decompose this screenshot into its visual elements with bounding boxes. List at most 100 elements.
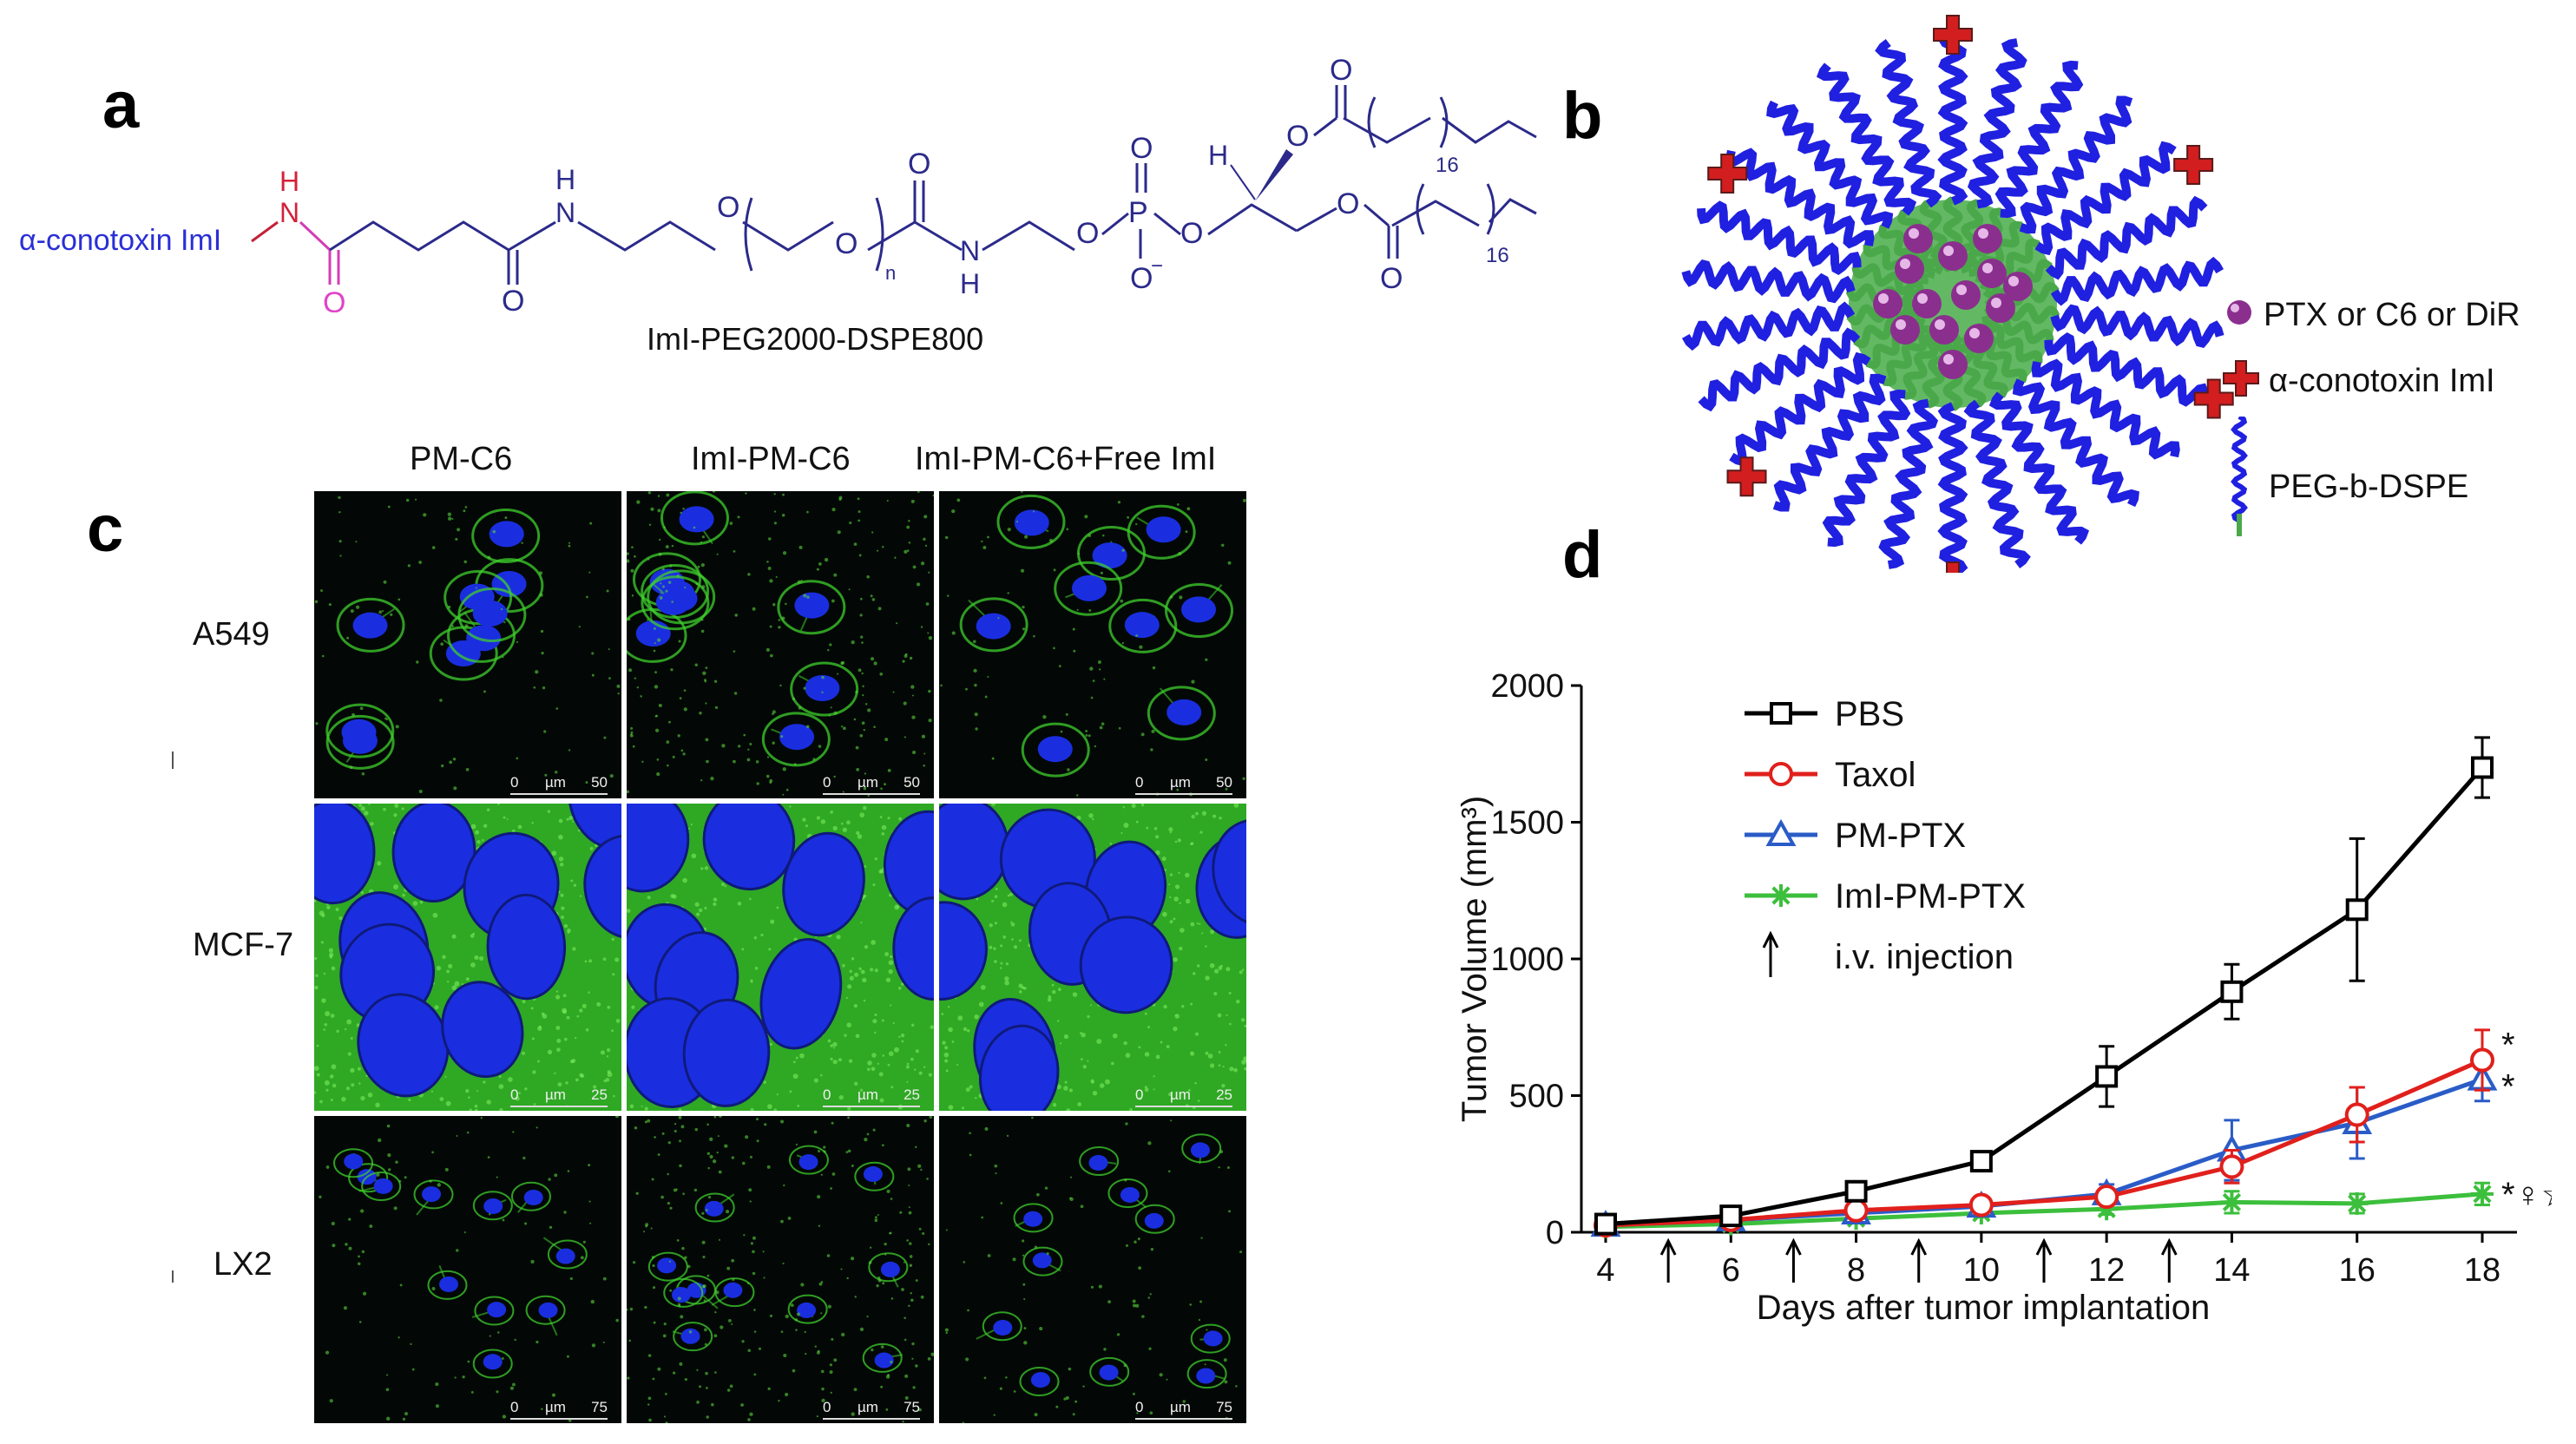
scale-bar: 0 µm 25	[510, 1086, 608, 1107]
atom-o5: O	[908, 148, 930, 180]
column-label-pm-c6: PM-C6	[410, 441, 513, 477]
atom-p: P	[1128, 196, 1148, 229]
atom-o1: O	[323, 286, 345, 312]
legend-label: PBS	[1835, 695, 1904, 733]
scale-bar-line	[510, 1418, 608, 1420]
micrograph-mcf7-2	[627, 804, 934, 1111]
drug-sphere	[1895, 254, 1924, 284]
dspe-tail	[1902, 330, 1939, 400]
data-point	[2471, 1182, 2494, 1205]
dspe-tail	[1883, 325, 1931, 387]
x-tick-label: 4	[1596, 1252, 1614, 1289]
drug-sphere	[1951, 280, 1981, 310]
atom-o4: O	[835, 227, 858, 260]
x-tick-label: 10	[1963, 1252, 2000, 1289]
data-point	[1844, 1179, 1868, 1203]
data-point	[2094, 1185, 2119, 1210]
scale-bar: 0 µm 25	[1135, 1086, 1232, 1107]
data-point	[1968, 1192, 1994, 1218]
significance-marker: *	[2501, 1027, 2515, 1065]
significance-marker: *	[2501, 1068, 2515, 1106]
scale-bar-label: µm	[858, 1086, 878, 1103]
data-point	[1843, 1198, 1869, 1223]
column-label-imi-pm-c6-free-imi: ImI-PM-C6+Free ImI	[915, 441, 1217, 477]
peg-chain	[1937, 30, 1968, 206]
scale-bar-label: µm	[1170, 1399, 1191, 1415]
peg-chain	[2019, 95, 2133, 234]
peg-chain	[1729, 351, 1871, 467]
data-point	[2219, 1154, 2244, 1179]
y-tick-label: 1500	[1490, 805, 1564, 842]
legend-injection: i.v. injection	[1762, 930, 2014, 977]
scale-bar: 0 µm 75	[823, 1399, 920, 1420]
svg-text:−: −	[1151, 254, 1163, 278]
series-line	[1605, 1058, 2484, 1228]
peg-chain	[1963, 399, 2031, 568]
legend-b: PTX or C6 or DiR α-conotoxin ImI PEG-b-D…	[2222, 286, 2569, 547]
scale-bar-label: µm	[858, 1399, 878, 1415]
atom-o8: O	[1130, 262, 1153, 295]
drug-sphere	[1890, 315, 1920, 345]
atom-n3: N	[960, 235, 980, 266]
atom-h4: H	[1208, 140, 1228, 171]
drug-sphere	[1873, 289, 1902, 318]
scale-bar-line	[1135, 793, 1232, 795]
scale-bar-label: 0	[510, 1399, 519, 1415]
scale-bar-label: 0	[1135, 774, 1144, 791]
compound-name: ImI-PEG2000-DSPE800	[647, 321, 984, 357]
x-tick-label: 12	[2088, 1252, 2125, 1289]
scale-bar-label: 0	[510, 774, 519, 791]
scale-bar-label: 50	[591, 774, 608, 791]
legend-label: i.v. injection	[1835, 938, 2014, 976]
data-point	[2220, 980, 2244, 1003]
scale-bar-label: 0	[1135, 1086, 1144, 1103]
scale-bar-label: µm	[545, 1399, 566, 1415]
atom-n2: N	[555, 197, 575, 228]
injection-arrow	[2160, 1237, 2178, 1283]
panel-d-letter: d	[1562, 518, 1603, 592]
legend-label-polymer: PEG-b-DSPE	[2269, 469, 2469, 505]
scale-bar-label: 25	[904, 1086, 920, 1103]
subscript-16-a: 16	[1436, 154, 1459, 177]
peg-chain	[1725, 148, 1875, 249]
scale-bar-label: 0	[1135, 1399, 1144, 1415]
data-point	[2470, 1047, 2494, 1073]
ligand-cross	[1726, 456, 1767, 497]
scale-bar-label: 25	[591, 1086, 608, 1103]
dspe-tail	[1851, 263, 1925, 295]
tumor-growth-chart: 0 500 1000 1500 2000 4 6 8 10 12 14 16 18 Days after …	[1456, 668, 2552, 1327]
drug-sphere	[1973, 224, 2002, 253]
scale-bar-line	[823, 793, 920, 795]
ligand-cross	[1933, 15, 1973, 55]
drug-sphere	[1903, 224, 1933, 253]
peg-chain	[1875, 39, 1942, 208]
atom-o13: O	[1380, 262, 1403, 295]
micrograph-mcf7-3	[939, 804, 1246, 1111]
scale-bar: 0 µm 50	[1135, 774, 1232, 795]
data-point	[2344, 1102, 2369, 1127]
legend-entry: ImI-PM-PTX	[1745, 877, 2026, 916]
scale-bar-label: µm	[545, 774, 566, 791]
atom-o11: O	[1330, 54, 1352, 87]
x-tick-label: 16	[2339, 1252, 2376, 1289]
panel-a-letter: a	[102, 69, 140, 142]
atom-h3: H	[960, 268, 980, 299]
injection-arrow	[1910, 1237, 1928, 1283]
peg-chain	[1698, 327, 1861, 412]
peg-chain	[2044, 332, 2209, 407]
scale-bar-label: 50	[1216, 774, 1232, 791]
atom-o2: O	[502, 285, 524, 312]
drug-sphere	[1912, 289, 1942, 318]
dspe-tail	[1922, 333, 1950, 409]
ligand-cross	[1946, 561, 1960, 573]
atom-h2: H	[555, 164, 575, 195]
peg-chain	[1681, 301, 1856, 351]
drug-sphere	[1977, 259, 2007, 288]
x-tick-label: 6	[1722, 1252, 1740, 1289]
scale-bar-label: 0	[823, 1086, 831, 1103]
micrograph-lx2-3	[939, 1116, 1246, 1423]
scale-bar-label: 75	[904, 1399, 920, 1415]
scale-bar-label: 0	[823, 774, 831, 791]
micrograph-lx2-2	[627, 1116, 934, 1423]
peg-chain	[1878, 398, 1939, 569]
